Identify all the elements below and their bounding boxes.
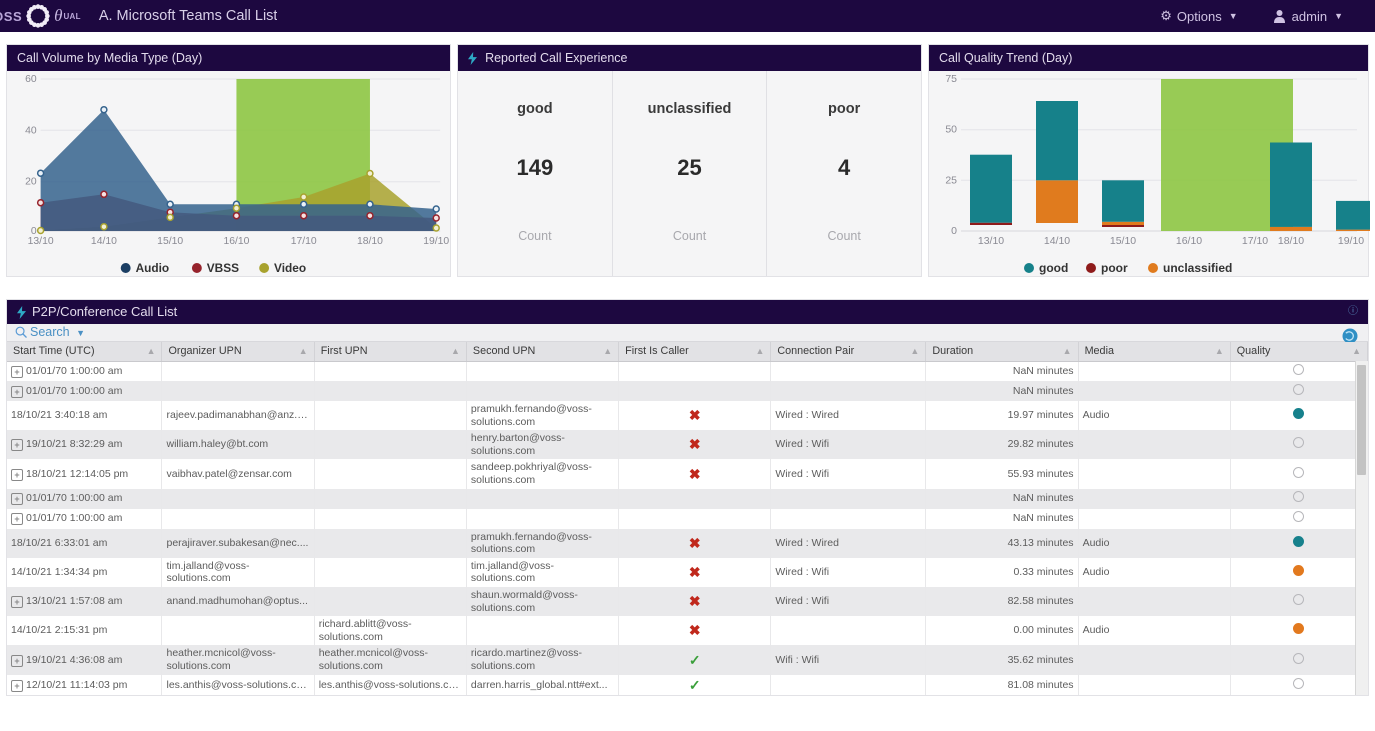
- svg-text:50: 50: [945, 124, 957, 136]
- svg-text:17/10: 17/10: [1242, 235, 1268, 247]
- svg-text:60: 60: [25, 74, 37, 85]
- svg-text:19/10: 19/10: [1338, 235, 1364, 247]
- svg-text:13/10: 13/10: [978, 235, 1004, 247]
- svg-text:14/10: 14/10: [91, 236, 117, 247]
- svg-text:Audio: Audio: [136, 261, 170, 275]
- svg-text:17/10: 17/10: [291, 236, 317, 247]
- svg-text:18/10: 18/10: [357, 236, 383, 247]
- svg-text:25: 25: [945, 174, 957, 186]
- svg-text:15/10: 15/10: [1110, 235, 1136, 247]
- svg-text:16/10: 16/10: [223, 236, 249, 247]
- svg-text:13/10: 13/10: [28, 236, 54, 247]
- svg-text:14/10: 14/10: [1044, 235, 1070, 247]
- svg-text:20: 20: [25, 177, 37, 188]
- svg-text:VBSS: VBSS: [207, 261, 239, 275]
- svg-text:18/10: 18/10: [1278, 235, 1304, 247]
- svg-text:0: 0: [951, 225, 957, 237]
- svg-text:40: 40: [25, 125, 37, 136]
- svg-text:15/10: 15/10: [157, 236, 183, 247]
- svg-text:poor: poor: [1101, 261, 1128, 275]
- svg-text:19/10: 19/10: [423, 236, 449, 247]
- svg-text:good: good: [1039, 261, 1068, 275]
- svg-text:Video: Video: [274, 261, 306, 275]
- svg-text:16/10: 16/10: [1176, 235, 1202, 247]
- svg-text:unclassified: unclassified: [1163, 261, 1232, 275]
- svg-text:75: 75: [945, 73, 957, 85]
